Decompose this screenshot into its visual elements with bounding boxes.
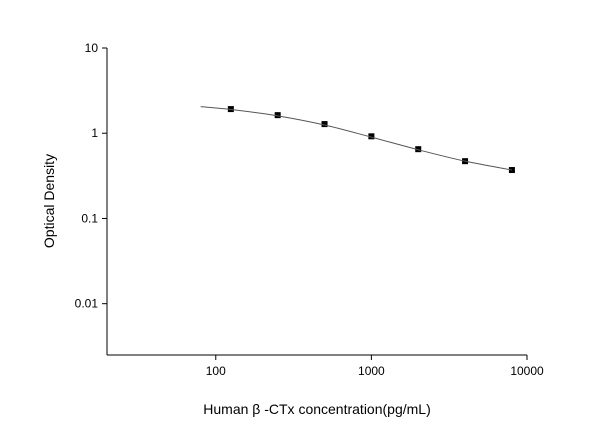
y-tick-label: 0.01 <box>75 297 99 311</box>
fit-curve <box>200 106 513 171</box>
x-tick-label: 100 <box>206 364 226 378</box>
y-axis-label: Optical Density <box>41 154 57 248</box>
data-point <box>274 112 281 119</box>
data-point <box>321 121 328 128</box>
y-tick-label: 10 <box>85 41 99 55</box>
y-tick-label: 0.1 <box>81 211 98 225</box>
data-point <box>415 146 422 153</box>
x-tick-label: 10000 <box>510 364 544 378</box>
y-tick-label: 1 <box>91 126 98 140</box>
data-point <box>368 133 375 140</box>
x-axis-label: Human β -CTx concentration(pg/mL) <box>203 401 430 417</box>
x-tick-label: 1000 <box>358 364 385 378</box>
